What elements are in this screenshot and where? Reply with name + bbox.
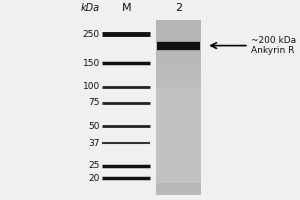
Text: 37: 37	[88, 139, 100, 148]
Text: kDa: kDa	[81, 3, 100, 13]
Text: 150: 150	[82, 59, 100, 68]
Bar	[156, 64, 201, 66]
Bar	[156, 149, 201, 151]
Bar	[156, 70, 201, 73]
Bar	[156, 57, 201, 59]
Bar	[156, 160, 201, 162]
Bar	[156, 145, 201, 147]
Bar	[156, 177, 201, 179]
Bar	[156, 158, 201, 160]
Bar	[156, 136, 201, 138]
Bar	[156, 53, 201, 55]
Bar	[156, 29, 201, 31]
Bar	[156, 179, 201, 182]
Bar	[156, 107, 201, 110]
Bar	[156, 20, 201, 195]
Bar	[156, 86, 201, 88]
Text: 25: 25	[88, 161, 100, 170]
Bar	[156, 49, 201, 51]
Bar	[156, 134, 201, 136]
Bar	[156, 190, 201, 193]
Bar	[156, 125, 201, 127]
Bar	[156, 127, 201, 129]
Bar	[156, 62, 201, 64]
Bar	[156, 44, 201, 46]
Bar	[156, 33, 201, 35]
Bar	[156, 92, 201, 94]
Bar	[156, 118, 201, 121]
Text: 20: 20	[88, 174, 100, 183]
Bar	[156, 97, 201, 99]
Text: 100: 100	[82, 82, 100, 91]
Bar	[156, 25, 201, 27]
Bar	[156, 20, 201, 22]
Bar	[156, 90, 201, 92]
Bar	[156, 138, 201, 140]
Bar	[156, 40, 201, 42]
Bar	[156, 88, 201, 90]
Bar	[156, 59, 201, 62]
Bar	[156, 103, 201, 105]
Bar	[156, 183, 201, 195]
Bar	[156, 75, 201, 77]
Bar	[156, 22, 201, 25]
Bar	[156, 51, 201, 53]
Bar	[156, 112, 201, 114]
Bar	[156, 184, 201, 186]
Bar	[156, 66, 201, 68]
Bar	[156, 186, 201, 188]
Bar	[156, 27, 201, 29]
Bar	[156, 151, 201, 153]
Text: 2: 2	[175, 3, 182, 13]
Bar	[156, 77, 201, 79]
Text: M: M	[122, 3, 131, 13]
Bar	[156, 169, 201, 171]
Bar	[156, 162, 201, 164]
Bar	[156, 79, 201, 81]
Bar	[156, 164, 201, 166]
Text: 75: 75	[88, 98, 100, 107]
Bar	[156, 171, 201, 173]
Bar	[156, 140, 201, 142]
Text: ~200 kDa: ~200 kDa	[251, 36, 297, 45]
Bar	[156, 121, 201, 123]
Bar	[156, 55, 201, 57]
Bar	[156, 31, 201, 33]
Bar	[156, 81, 201, 83]
Bar	[156, 83, 201, 86]
Bar	[156, 46, 201, 49]
Text: 250: 250	[83, 30, 100, 39]
Bar	[156, 116, 201, 118]
Bar	[156, 123, 201, 125]
Bar	[156, 182, 201, 184]
Bar	[156, 188, 201, 190]
Bar	[156, 35, 201, 38]
Bar	[156, 38, 201, 40]
Text: 50: 50	[88, 122, 100, 131]
Bar	[156, 129, 201, 131]
Bar	[156, 166, 201, 169]
Bar	[156, 73, 201, 75]
Bar	[156, 94, 201, 97]
Bar	[156, 99, 201, 101]
Bar	[156, 153, 201, 155]
Bar	[156, 114, 201, 116]
Bar	[156, 68, 201, 70]
Bar	[156, 175, 201, 177]
Bar	[156, 142, 201, 145]
Bar	[156, 193, 201, 195]
Bar	[156, 147, 201, 149]
Text: Ankyrin R: Ankyrin R	[251, 46, 295, 55]
Bar	[156, 101, 201, 103]
Bar	[156, 131, 201, 134]
Bar	[156, 155, 201, 158]
Bar	[156, 110, 201, 112]
Bar	[156, 105, 201, 107]
Bar	[156, 173, 201, 175]
Bar	[156, 42, 201, 44]
